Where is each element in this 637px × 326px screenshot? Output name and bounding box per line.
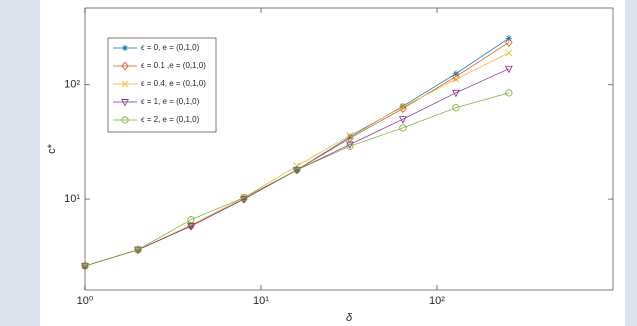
marker [134, 246, 142, 254]
legend-label: ϵ = 0.4, e = (0,1,0) [141, 79, 206, 88]
y-tick-label: 10¹ [64, 193, 80, 205]
marker [240, 193, 248, 202]
marker [452, 104, 460, 112]
legend-marker [121, 116, 129, 124]
marker [240, 196, 248, 204]
legend-label: ϵ = 0, e = (0,1,0) [141, 43, 200, 52]
marker [81, 262, 89, 270]
marker [187, 223, 195, 231]
marker [452, 75, 460, 83]
marker [504, 65, 513, 74]
legend-label: ϵ = 1, e = (0,1,0) [141, 97, 200, 106]
legend-label: ϵ = 2, e = (0,1,0) [141, 115, 200, 124]
marker [293, 162, 301, 170]
legend-marker [121, 99, 129, 107]
marker [346, 142, 354, 150]
marker [399, 102, 407, 110]
marker [81, 262, 89, 271]
x-tick-label: 10¹ [253, 295, 269, 307]
y-tick-label: 10² [64, 79, 80, 91]
marker [452, 72, 460, 82]
legend-marker [121, 80, 129, 88]
marker [452, 89, 460, 98]
marker [399, 103, 407, 111]
marker [505, 37, 513, 47]
x-tick-label: 10² [429, 295, 445, 307]
y-axis-label: c* [46, 143, 58, 154]
marker [399, 104, 407, 113]
marker [505, 49, 513, 57]
marker [346, 141, 354, 149]
marker [399, 124, 407, 132]
marker [187, 216, 195, 224]
marker [505, 89, 513, 97]
marker [452, 70, 460, 77]
x-axis-label: δ [346, 312, 353, 324]
legend-marker [121, 61, 129, 71]
series-line [84, 92, 509, 267]
marker [399, 116, 407, 124]
x-tick-label: 10⁰ [77, 295, 94, 307]
legend-marker [121, 44, 129, 52]
marker [293, 166, 301, 174]
legend-label: ϵ = 0.1 ,e = (0,1,0) [141, 61, 206, 70]
marker [346, 133, 354, 141]
legend: ϵ = 0, e = (0,1,0) ϵ = 0.1 ,e = (0,1,0) ϵ … [107, 37, 217, 133]
series-layer [81, 35, 513, 271]
marker [346, 132, 354, 139]
